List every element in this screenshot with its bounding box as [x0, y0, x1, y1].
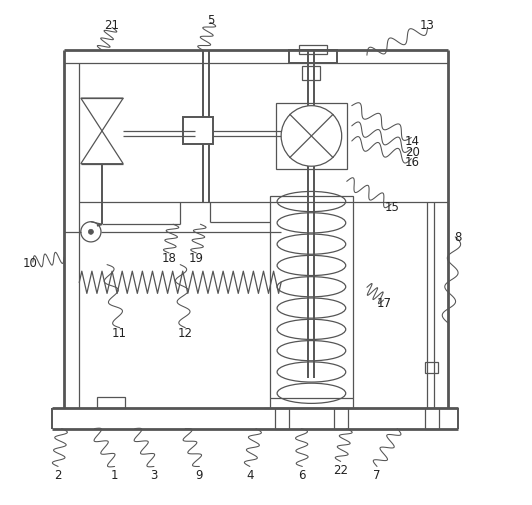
Text: 2: 2 [54, 468, 62, 481]
Text: 1: 1 [111, 468, 118, 481]
Text: 8: 8 [454, 231, 461, 244]
Circle shape [88, 230, 94, 235]
Text: 16: 16 [405, 156, 420, 168]
Text: 6: 6 [298, 468, 306, 481]
Text: 17: 17 [377, 296, 392, 310]
Text: 5: 5 [207, 14, 214, 27]
Text: 21: 21 [105, 19, 120, 32]
Polygon shape [81, 99, 123, 132]
Bar [425, 362, 437, 373]
Bar [302, 67, 320, 81]
Bar [299, 46, 327, 55]
Polygon shape [81, 132, 123, 164]
Circle shape [281, 107, 342, 167]
Text: 12: 12 [178, 327, 193, 339]
Text: 10: 10 [22, 256, 37, 269]
Text: 13: 13 [420, 19, 435, 32]
Text: 15: 15 [385, 200, 400, 214]
Text: 19: 19 [189, 251, 204, 264]
Text: 9: 9 [196, 468, 203, 481]
Bar [334, 409, 348, 429]
Bar [276, 104, 347, 169]
Text: 7: 7 [373, 468, 381, 481]
Bar [182, 118, 213, 144]
Text: 4: 4 [246, 468, 254, 481]
Text: 3: 3 [150, 468, 157, 481]
Text: 14: 14 [405, 135, 420, 148]
Bar [425, 409, 439, 429]
Text: 20: 20 [405, 145, 420, 158]
Circle shape [81, 222, 101, 242]
Text: 18: 18 [162, 251, 177, 264]
Bar [275, 409, 289, 429]
Text: 22: 22 [333, 464, 348, 477]
Bar [289, 51, 337, 64]
Bar [270, 197, 353, 398]
Text: 11: 11 [112, 327, 127, 339]
Bar [97, 397, 124, 409]
